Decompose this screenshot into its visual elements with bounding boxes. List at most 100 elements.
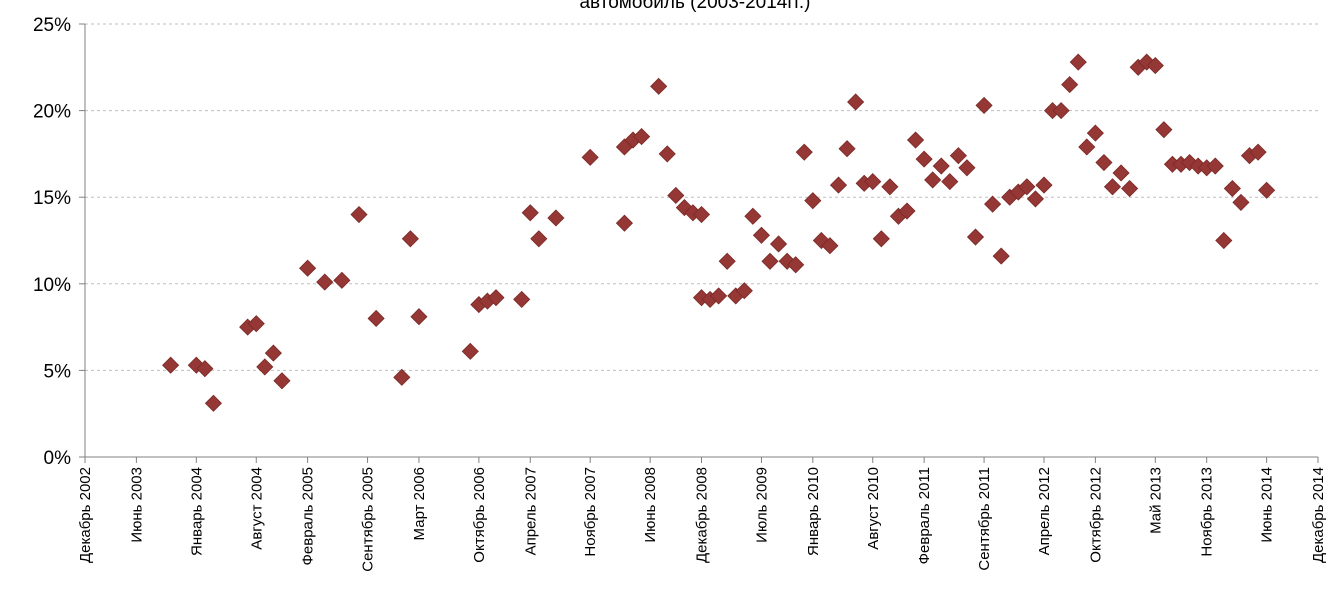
data-point: [752, 226, 771, 244]
y-tick-label: 25%: [33, 15, 71, 36]
y-tick-labels: 0% 5% 10% 15% 20% 25%: [33, 15, 71, 469]
data-point: [273, 372, 291, 390]
data-point: [966, 228, 985, 246]
data-point: [650, 77, 668, 95]
data-point: [264, 344, 282, 362]
data-point: [710, 287, 728, 305]
x-tick-label: Декабрь 2014: [1310, 467, 1327, 563]
chart-title: автомобиль (2003-2014гг.): [579, 0, 810, 13]
gridlines: [85, 23, 1318, 371]
x-tick-label: Ноябрь 2007: [582, 467, 599, 557]
data-point: [915, 150, 933, 168]
data-point: [941, 173, 959, 191]
data-point: [615, 214, 634, 232]
data-point: [1232, 193, 1250, 211]
data-point: [1086, 124, 1104, 142]
data-point: [1155, 121, 1173, 139]
data-point: [735, 282, 753, 300]
x-tick-label: Март 2006: [411, 467, 428, 540]
data-point: [1206, 157, 1224, 175]
data-point: [932, 157, 950, 175]
data-point: [316, 273, 334, 291]
data-point: [333, 271, 351, 289]
data-point: [1026, 190, 1045, 208]
data-point: [958, 159, 976, 177]
data-point: [718, 252, 736, 270]
data-point: [393, 368, 411, 386]
x-tick-label: Ноябрь 2013: [1199, 467, 1216, 557]
data-point: [1249, 143, 1267, 161]
data-point: [898, 202, 916, 220]
data-point: [1112, 164, 1130, 182]
axes: [79, 23, 1319, 463]
data-point: [1146, 57, 1164, 75]
x-tick-label: Июль 2009: [753, 467, 770, 543]
data-point: [401, 230, 419, 248]
x-tick-label: Июнь 2003: [128, 467, 145, 543]
data-point: [1223, 179, 1241, 198]
data-point: [1069, 53, 1087, 71]
data-point: [992, 247, 1010, 265]
y-tick-label: 15%: [33, 188, 71, 209]
data-point: [761, 252, 779, 270]
data-point: [984, 195, 1002, 213]
data-point: [530, 230, 548, 248]
data-point: [632, 128, 651, 146]
y-tick-label: 0%: [44, 448, 72, 469]
data-point: [162, 356, 180, 374]
data-point: [975, 96, 993, 114]
x-tick-label: Август 2004: [248, 467, 265, 550]
data-point: [658, 145, 676, 163]
x-tick-label: Январь 2010: [805, 467, 822, 556]
data-point: [692, 205, 711, 224]
data-point: [256, 358, 274, 376]
y-tick-label: 5%: [44, 361, 72, 382]
y-tick-label: 20%: [33, 102, 71, 123]
x-tick-labels: Декабрь 2002 Июнь 2003 Январь 2004 Август 2…: [77, 467, 1327, 572]
data-point: [410, 308, 428, 326]
x-tick-label: Сентябрь 2011: [976, 467, 993, 571]
data-point: [906, 131, 925, 149]
x-tick-label: Апрель 2007: [522, 467, 539, 555]
data-point: [1258, 181, 1276, 199]
data-point: [838, 140, 856, 158]
data-point: [367, 309, 385, 328]
x-tick-label: Октябрь 2006: [471, 467, 488, 563]
data-point: [1121, 179, 1139, 198]
data-point: [1035, 176, 1053, 194]
x-tick-label: Декабрь 2002: [77, 467, 94, 563]
data-point: [949, 147, 967, 165]
data-point: [1061, 76, 1079, 94]
data-point: [521, 204, 539, 222]
data-point: [787, 256, 805, 274]
x-tick-label: Май 2013: [1147, 467, 1164, 534]
x-tick-label: Декабрь 2008: [694, 467, 711, 563]
data-point: [1052, 102, 1070, 120]
data-point: [547, 209, 565, 227]
data-point: [744, 207, 762, 225]
data-point: [804, 192, 822, 210]
data-point: [667, 186, 685, 205]
data-point: [204, 394, 223, 412]
data-points: [162, 53, 1276, 412]
x-tick-label: Январь 2004: [188, 467, 205, 556]
data-point: [299, 259, 317, 277]
x-tick-label: Апрель 2012: [1036, 467, 1053, 555]
data-point: [487, 289, 505, 307]
data-point: [513, 290, 531, 308]
data-point: [1103, 178, 1122, 196]
x-tick-label: Июнь 2014: [1259, 467, 1276, 543]
data-point: [872, 230, 890, 248]
x-tick-label: Сентябрь 2005: [360, 467, 377, 572]
data-point: [924, 171, 942, 189]
data-point: [1018, 178, 1036, 196]
data-point: [829, 176, 848, 194]
x-tick-label: Октябрь 2012: [1087, 467, 1104, 563]
data-point: [461, 342, 479, 360]
data-point: [769, 235, 788, 253]
data-point: [864, 173, 882, 191]
data-point: [196, 360, 214, 378]
x-tick-label: Февраль 2005: [300, 467, 317, 566]
